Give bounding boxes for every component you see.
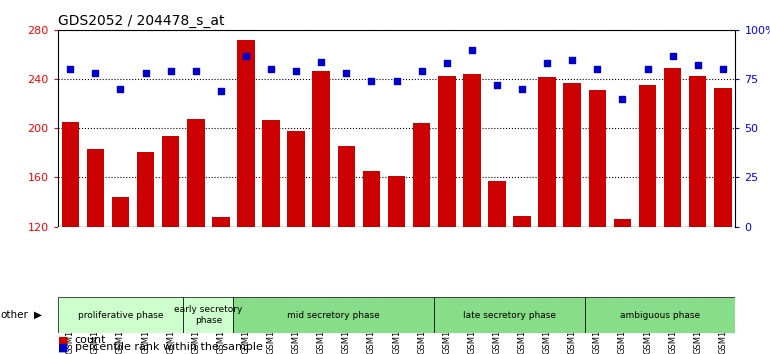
Bar <box>233 297 434 333</box>
Point <box>390 78 403 84</box>
Text: ambiguous phase: ambiguous phase <box>620 310 700 320</box>
Bar <box>664 68 681 227</box>
Point <box>717 67 729 72</box>
Text: count: count <box>75 335 106 345</box>
Point <box>340 70 353 76</box>
Point <box>290 69 303 74</box>
Bar <box>187 119 205 227</box>
Text: proliferative phase: proliferative phase <box>78 310 163 320</box>
Point <box>591 67 604 72</box>
Point <box>641 67 654 72</box>
Point <box>516 86 528 92</box>
Bar <box>564 83 581 227</box>
Point <box>315 59 327 64</box>
Text: ■: ■ <box>58 342 69 352</box>
Bar <box>588 90 606 227</box>
Text: other: other <box>0 310 28 320</box>
Text: mid secretory phase: mid secretory phase <box>287 310 380 320</box>
Point <box>265 67 277 72</box>
Bar <box>183 297 233 333</box>
Point <box>114 86 126 92</box>
Point <box>490 82 503 88</box>
Bar <box>112 197 129 227</box>
Bar <box>689 75 707 227</box>
Bar <box>413 124 430 227</box>
Point <box>616 96 628 102</box>
Text: percentile rank within the sample: percentile rank within the sample <box>75 342 263 352</box>
Point <box>466 47 478 52</box>
Bar <box>463 74 480 227</box>
Bar <box>538 77 556 227</box>
Text: ■: ■ <box>58 335 69 345</box>
Bar <box>313 70 330 227</box>
Bar <box>162 136 179 227</box>
Bar <box>212 217 229 227</box>
Bar <box>58 297 183 333</box>
Bar <box>263 120 280 227</box>
Point <box>566 57 578 62</box>
Text: early secretory
phase: early secretory phase <box>174 306 243 325</box>
Point <box>139 70 152 76</box>
Point <box>89 70 102 76</box>
Bar <box>363 171 380 227</box>
Point <box>440 61 453 66</box>
Point <box>416 69 428 74</box>
Bar <box>137 152 154 227</box>
Point <box>64 67 76 72</box>
Bar <box>514 216 531 227</box>
Point <box>165 69 177 74</box>
Bar <box>488 181 506 227</box>
Text: ▶: ▶ <box>34 310 42 320</box>
Point <box>667 53 679 58</box>
Bar <box>438 75 456 227</box>
Bar <box>714 88 732 227</box>
Text: GDS2052 / 204478_s_at: GDS2052 / 204478_s_at <box>58 14 224 28</box>
Point <box>239 53 252 58</box>
Point <box>365 78 377 84</box>
Bar <box>434 297 584 333</box>
Bar <box>388 176 405 227</box>
Point <box>189 69 202 74</box>
Point <box>215 88 227 94</box>
Bar <box>614 219 631 227</box>
Point <box>541 61 554 66</box>
Text: late secretory phase: late secretory phase <box>463 310 556 320</box>
Bar <box>337 145 355 227</box>
Bar <box>237 40 255 227</box>
Point <box>691 63 704 68</box>
Bar <box>62 122 79 227</box>
Bar <box>287 131 305 227</box>
Bar <box>639 85 656 227</box>
Bar <box>86 149 104 227</box>
Bar <box>584 297 735 333</box>
